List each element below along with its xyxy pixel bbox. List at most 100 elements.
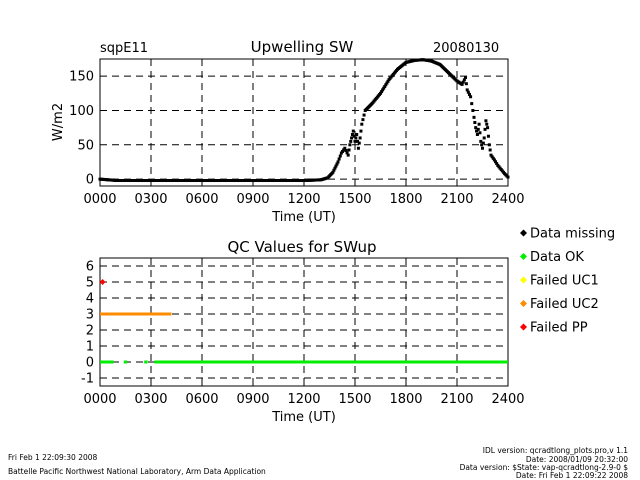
bottom-qc-series	[99, 279, 508, 364]
data-point-interp	[473, 121, 477, 124]
bottom-y-tick-label: 4	[86, 292, 94, 307]
top-data-points	[98, 58, 510, 183]
data-point	[484, 119, 488, 123]
top-x-tick-label: 2400	[491, 192, 524, 207]
data-point-interp	[483, 127, 487, 131]
legend-label: Failed UC2	[530, 297, 599, 312]
data-point-interp	[384, 83, 388, 87]
data-point-interp	[356, 139, 360, 143]
data-point-interp	[383, 84, 387, 88]
footer-timestamp: Fri Feb 1 22:09:30 2008	[8, 453, 98, 462]
data-point-interp	[350, 133, 354, 137]
data-point	[360, 122, 364, 126]
data-point-interp	[332, 168, 336, 172]
data-point	[343, 146, 347, 150]
bottom-y-tick-label: 2	[86, 324, 94, 339]
data-point-interp	[386, 79, 390, 83]
data-point-interp	[481, 141, 485, 145]
data-point-interp	[478, 131, 482, 135]
data-point-interp	[334, 164, 338, 168]
bottom-x-tick-label: 1200	[287, 392, 320, 407]
data-point	[489, 153, 493, 157]
data-point	[487, 143, 491, 147]
data-point	[492, 158, 496, 162]
data-point-interp	[494, 160, 498, 164]
data-point-interp	[464, 82, 468, 86]
data-point-interp	[382, 86, 386, 90]
top-x-tick-label: 0000	[83, 192, 116, 207]
data-point	[477, 122, 481, 126]
data-point	[479, 139, 483, 143]
data-point-interp	[359, 129, 363, 133]
data-point	[355, 133, 359, 137]
data-point-interp	[471, 108, 475, 112]
data-point-interp	[485, 122, 489, 126]
site-label: sqpE11	[100, 41, 148, 56]
data-point-interp	[341, 149, 345, 153]
data-point-interp	[462, 78, 466, 82]
top-y-tick-label: 50	[77, 138, 94, 153]
bottom-grid	[99, 258, 509, 386]
data-point	[475, 133, 479, 137]
data-point	[486, 126, 490, 130]
data-point-interp	[333, 166, 337, 170]
data-point-interp	[337, 157, 341, 161]
data-point-interp	[342, 148, 346, 152]
bottom-chart-title: QC Values for SWup	[227, 238, 376, 256]
data-point-interp	[486, 134, 490, 138]
data-point-interp	[352, 134, 356, 138]
legend-marker	[520, 323, 527, 331]
data-point-interp	[357, 141, 361, 145]
data-point	[469, 95, 473, 99]
legend-label: Data missing	[530, 227, 615, 242]
data-point-interp	[344, 149, 348, 153]
legend-marker	[520, 300, 527, 307]
bottom-x-tick-label: 0000	[83, 392, 116, 407]
date-label: 20080130	[433, 41, 499, 56]
data-point-interp	[467, 92, 471, 96]
data-point	[358, 136, 362, 140]
bottom-chart: 0000 0300 0600 0900 1200 1500 1800 2100 2400 -10…	[81, 257, 525, 425]
top-chart-title: Upwelling SW	[251, 38, 354, 56]
bottom-y-tick-label: 6	[86, 260, 94, 275]
bottom-x-tick-label: 0300	[134, 392, 167, 407]
footer-idl-date: Date: 2008/01/09 20:32:00	[526, 455, 628, 464]
top-y-tick-label: 100	[69, 104, 94, 119]
data-point	[465, 88, 469, 92]
data-point-interp	[349, 139, 353, 143]
top-y-tick-label: 150	[69, 70, 94, 85]
top-x-tick-label: 1800	[389, 192, 422, 207]
bottom-x-tick-label: 2400	[491, 392, 524, 407]
data-point-interp	[381, 88, 385, 92]
data-point-interp	[470, 102, 474, 106]
legend: Data missing Data OK Failed UC1 Failed UC2 F…	[520, 227, 615, 336]
data-point	[346, 153, 350, 157]
data-point-interp	[362, 113, 366, 117]
data-point	[356, 146, 360, 150]
data-point-interp	[361, 118, 365, 122]
data-point-interp	[480, 143, 484, 147]
data-point	[506, 175, 510, 179]
data-point	[348, 143, 352, 147]
data-point	[482, 136, 486, 140]
data-point	[460, 82, 464, 86]
data-point	[350, 136, 354, 140]
data-point-interp	[380, 90, 384, 94]
data-point-interp	[475, 129, 479, 133]
data-point-interp	[338, 154, 342, 158]
data-point	[331, 170, 335, 174]
data-point-interp	[490, 155, 494, 159]
data-point-interp	[488, 148, 492, 152]
legend-label: Failed PP	[530, 321, 588, 336]
data-point-interp	[345, 151, 349, 155]
bottom-y-tick-label: 5	[86, 276, 94, 291]
qc-marker	[99, 279, 106, 285]
data-point-interp	[335, 162, 339, 166]
data-point	[351, 129, 355, 133]
legend-label: Failed UC1	[530, 274, 599, 289]
top-x-tick-labels: 0000 0300 0600 0900 1200 1500 1800 2100 2400	[83, 192, 524, 207]
bottom-x-tick-labels: 0000 0300 0600 0900 1200 1500 1800 2100 2400	[83, 392, 524, 407]
data-point-interp	[347, 148, 351, 152]
data-point	[464, 76, 467, 80]
